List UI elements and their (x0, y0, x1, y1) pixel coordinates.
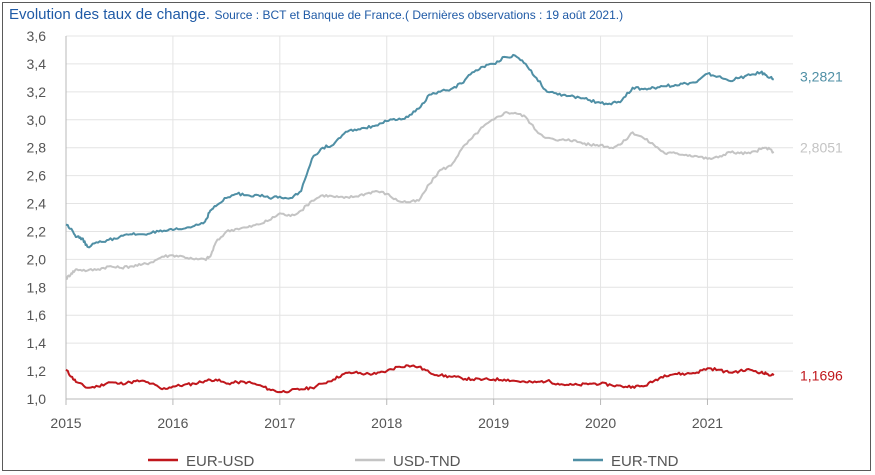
end-value-label-usd-tnd: 2,8051 (800, 140, 843, 156)
x-tick-label: 2018 (371, 415, 402, 431)
y-tick-label: 1,0 (27, 391, 47, 407)
series-line-eur-tnd (65, 53, 774, 249)
chart-source-note: Source : BCT et Banque de France.( Derni… (214, 8, 624, 22)
y-tick-label: 2,8 (27, 140, 47, 156)
x-tick-label: 2019 (478, 415, 509, 431)
series-layer (65, 53, 775, 394)
y-tick-label: 1,6 (27, 307, 47, 323)
x-tick-label: 2017 (264, 415, 295, 431)
x-tick-label: 2021 (692, 415, 723, 431)
x-tick-label: 2020 (585, 415, 616, 431)
y-tick-label: 1,8 (27, 279, 47, 295)
end-value-label-eur-usd: 1,1696 (800, 367, 843, 383)
y-tick-label: 2,4 (27, 196, 47, 212)
legend-item-eur-usd: EUR-USD (148, 453, 255, 470)
end-value-label-eur-tnd: 3,2821 (800, 68, 843, 84)
end-value-labels: 1,1696 2,8051 3,2821 (800, 68, 843, 383)
legend-item-usd-tnd: USD-TND (355, 453, 461, 470)
axis-layer: 1,0 1,2 1,4 1,6 1,8 2,0 2,2 2,4 2,6 2,8 3,0 3,2 3,4 3… (27, 28, 793, 431)
legend: EUR-USD USD-TND EUR-TND (148, 453, 679, 470)
y-tick-label: 2,6 (27, 168, 47, 184)
y-tick-label: 3,0 (27, 112, 47, 128)
y-tick-label: 2,2 (27, 223, 47, 239)
series-line-eur-usd (65, 364, 775, 394)
chart-title-block: Evolution des taux de change. Source : B… (9, 7, 623, 23)
legend-label: USD-TND (393, 453, 461, 470)
y-tick-label: 3,4 (27, 56, 47, 72)
y-tick-label: 1,2 (27, 363, 47, 379)
grid-layer (66, 35, 793, 399)
legend-label: EUR-TND (611, 453, 679, 470)
y-tick-label: 3,6 (27, 28, 47, 44)
series-line-usd-tnd (65, 111, 775, 280)
chart-title: Evolution des taux de change. (9, 6, 210, 23)
x-tick-label: 2015 (50, 415, 81, 431)
legend-item-eur-tnd: EUR-TND (573, 453, 679, 470)
y-tick-label: 3,2 (27, 84, 47, 100)
y-tick-label: 2,0 (27, 251, 47, 267)
x-tick-label: 2016 (157, 415, 188, 431)
y-tick-label: 1,4 (27, 335, 47, 351)
legend-label: EUR-USD (186, 453, 255, 470)
